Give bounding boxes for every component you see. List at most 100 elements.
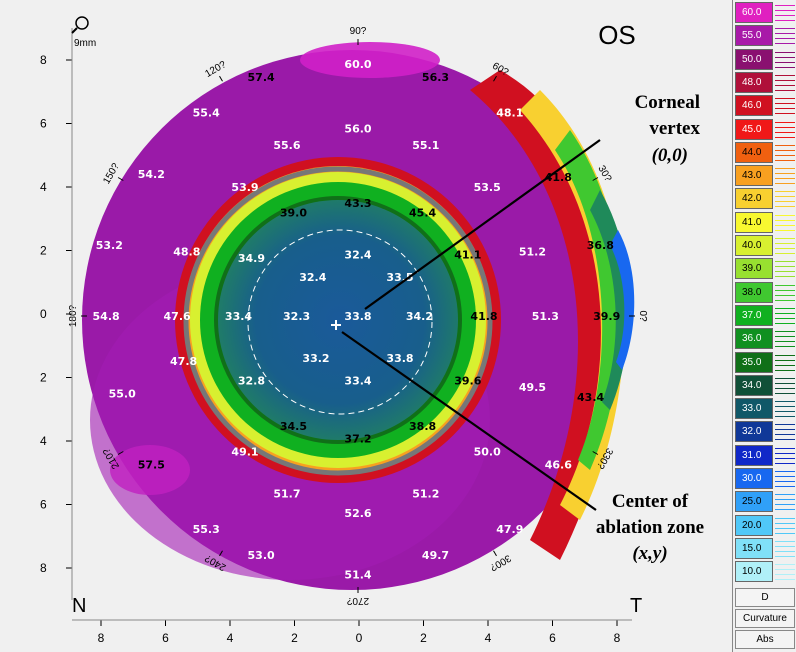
legend-row: 25.0 [733,490,796,514]
color-scale-legend: 60.0 55.0 50.0 48.0 46.0 45.0 44.0 43.0 42.0 41.0… [732,0,796,652]
legend-row: 15.0 [733,536,796,560]
legend-ticks [775,210,795,234]
reading-value: 53.0 [248,549,275,562]
magnifier-icon[interactable] [71,16,89,34]
reading-value: 32.4 [299,271,326,284]
legend-ticks [775,560,795,584]
reading-value: 54.8 [93,310,120,323]
reading-value: 51.2 [412,488,439,501]
reading-value: 48.1 [496,107,523,120]
reading-value: 49.1 [231,446,258,459]
angle-tick [117,177,124,181]
x-tick-label: 6 [162,631,169,645]
legend-ticks [775,420,795,444]
x-tick-label: 6 [549,631,556,645]
y-tick-label: 2 [40,371,47,385]
legend-row: 41.0 [733,210,796,234]
legend-row: 55.0 [733,24,796,48]
center-annotation-line2: ablation zone [596,517,704,538]
legend-row: 43.0 [733,164,796,188]
legend-row: 39.0 [733,257,796,281]
reading-value: 50.0 [474,446,501,459]
legend-row: 60.0 [733,1,796,24]
legend-type[interactable]: Curvature [735,609,795,628]
legend-ticks [775,140,795,164]
legend-row: 10.0 [733,560,796,584]
reading-value: 41.1 [454,249,481,262]
legend-swatch: 37.0 [735,304,773,326]
reading-value: 49.7 [422,549,449,562]
legend-row: 33.0 [733,397,796,421]
legend-unit[interactable]: D [735,588,795,607]
angle-label: 120? [203,59,228,80]
reading-value: 55.6 [273,139,300,152]
reading-value: 39.9 [593,310,620,323]
legend-row: 32.0 [733,420,796,444]
reading-value: 57.5 [138,459,165,472]
legend-swatch: 60.0 [735,2,773,23]
legend-ticks [775,187,795,211]
vertex-annotation-line1: Corneal [635,92,700,113]
reading-value: 47.6 [164,310,191,323]
legend-swatch: 39.0 [735,258,773,280]
legend-swatch: 48.0 [735,71,773,93]
angle-tick [493,75,497,82]
legend-ticks [775,117,795,141]
legend-ticks [775,490,795,514]
legend-ticks [775,164,795,188]
reading-value: 33.4 [344,375,371,388]
vertex-annotation-line3: (0,0) [652,145,688,166]
reading-value: 32.3 [283,310,310,323]
angle-label: 300? [487,552,512,573]
vertex-annotation-line2: vertex [649,118,700,139]
legend-row: 38.0 [733,280,796,304]
reading-value: 56.0 [344,123,371,136]
angle-tick [219,75,223,82]
reading-value: 60.0 [344,58,371,71]
legend-row: 40.0 [733,234,796,257]
x-tick-label: 8 [614,631,621,645]
legend-swatch: 44.0 [735,141,773,163]
legend-ticks [775,536,795,560]
legend-swatch: 43.0 [735,165,773,187]
x-tick-label: 8 [98,631,105,645]
reading-value: 57.4 [248,71,275,84]
y-tick-label: 2 [40,244,47,258]
x-tick-label: 4 [227,631,234,645]
legend-row: 37.0 [733,303,796,327]
reading-value: 45.4 [409,207,436,220]
legend-swatch: 46.0 [735,95,773,117]
reading-value: 53.5 [474,181,501,194]
reading-value: 34.2 [406,310,433,323]
nasal-label: N [72,595,86,617]
y-tick-label: 8 [40,561,47,575]
ablation-boundary [183,166,493,476]
angle-tick [117,451,124,455]
legend-row: 36.0 [733,327,796,351]
legend-swatch: 45.0 [735,118,773,140]
angle-tick [493,550,497,557]
legend-ticks [775,397,795,421]
legend-row: 30.0 [733,467,796,490]
y-tick-label: 6 [40,498,47,512]
reading-value: 56.3 [422,71,449,84]
legend-mode[interactable]: Abs [735,630,795,649]
reading-value: 34.5 [280,420,307,433]
x-tick-label: 4 [485,631,492,645]
legend-row: 20.0 [733,513,796,537]
legend-swatch: 33.0 [735,398,773,420]
reading-value: 47.9 [496,523,523,536]
legend-swatch: 35.0 [735,351,773,373]
legend-swatch: 25.0 [735,491,773,513]
reading-value: 36.8 [587,239,614,252]
legend-ticks [775,443,795,467]
reading-value: 33.8 [386,352,413,365]
reading-value: 32.4 [344,249,371,262]
optical-zone-dashed [247,229,433,415]
center-pointer-line [341,331,597,511]
legend-ticks [775,24,795,48]
reading-value: 54.2 [138,168,165,181]
legend-ticks [775,350,795,374]
legend-row: 31.0 [733,443,796,467]
vertex-pointer-line [364,139,601,310]
